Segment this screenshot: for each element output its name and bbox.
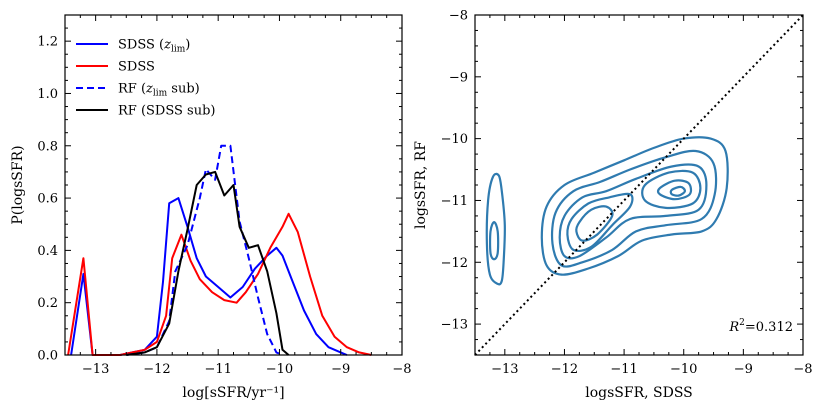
y-tick-label: −9 — [449, 70, 468, 85]
legend-label-0: SDSS (zlim) — [118, 38, 190, 55]
r-squared-annotation: R2=0.312 — [728, 318, 793, 335]
contour-9 — [669, 185, 687, 197]
series-line-3 — [126, 170, 290, 356]
series-line-2 — [126, 144, 283, 356]
contour-1 — [488, 220, 500, 261]
contour-8 — [656, 179, 693, 201]
y-tick-label: 0.0 — [37, 349, 58, 364]
contour-3 — [550, 149, 718, 268]
x-tick-label: −12 — [551, 362, 578, 377]
series-line-0 — [70, 197, 348, 356]
contour-0 — [485, 172, 506, 286]
x-tick-label: −8 — [793, 362, 812, 377]
legend-label-1: SDSS — [118, 60, 155, 75]
left-y-axis-label: P(logsSFR) — [10, 145, 26, 224]
legend-label-3: RF (SDSS sub) — [118, 104, 216, 119]
right-contour-group — [485, 136, 729, 286]
x-tick-label: −13 — [82, 362, 109, 377]
one-to-one-line — [474, 14, 804, 356]
series-line-1 — [67, 212, 372, 356]
right-chart: −13 −12 −11 −10 −9 −8 −13 −12 −11 −10 −9 −8 logsSFR… — [413, 9, 813, 402]
x-tick-label: −11 — [204, 362, 231, 377]
y-tick-label: 0.2 — [37, 296, 58, 311]
x-tick-label: −8 — [392, 362, 411, 377]
x-tick-label: −12 — [143, 362, 170, 377]
y-tick-label: 0.4 — [37, 244, 58, 259]
y-tick-label: −10 — [441, 132, 468, 147]
x-tick-label: −10 — [266, 362, 293, 377]
contour-2 — [540, 136, 729, 276]
y-tick-label: −12 — [441, 256, 468, 271]
y-tick-label: 1.2 — [37, 35, 58, 50]
y-tick-label: 0.8 — [37, 139, 58, 154]
x-tick-label: −10 — [670, 362, 697, 377]
left-series-group — [67, 144, 372, 356]
left-ticks-group: −13 −12 −11 −10 −9 −8 0.0 0.2 0.4 0.6 0.8 1.0 1.2 — [37, 14, 412, 377]
left-legend: SDSS (zlim) SDSS RF (zlim sub) RF (SDSS sub… — [76, 38, 216, 119]
left-chart: −13 −12 −11 −10 −9 −8 0.0 0.2 0.4 0.6 0.8 1.0 1.2 lo… — [10, 14, 412, 401]
contour-4 — [558, 163, 708, 260]
x-tick-label: −9 — [734, 362, 753, 377]
contour-6 — [575, 205, 614, 242]
contour-5 — [566, 192, 634, 253]
right-x-axis-label: logsSFR, SDSS — [585, 385, 693, 401]
y-tick-label: −8 — [449, 9, 468, 24]
right-ticks-group: −13 −12 −11 −10 −9 −8 −13 −12 −11 −10 −9 −8 — [441, 9, 813, 378]
x-tick-label: −11 — [610, 362, 637, 377]
contour-7 — [641, 169, 702, 210]
x-tick-label: −13 — [491, 362, 518, 377]
y-tick-label: 1.0 — [37, 87, 58, 102]
right-y-axis-label: logsSFR, RF — [413, 141, 429, 229]
x-tick-label: −9 — [331, 362, 350, 377]
left-x-axis-label: log[sSFR/yr⁻¹] — [182, 385, 284, 401]
y-tick-label: −13 — [441, 318, 468, 333]
y-tick-label: 0.6 — [37, 192, 58, 207]
legend-label-2: RF (zlim sub) — [118, 82, 200, 99]
y-tick-label: −11 — [441, 194, 468, 209]
